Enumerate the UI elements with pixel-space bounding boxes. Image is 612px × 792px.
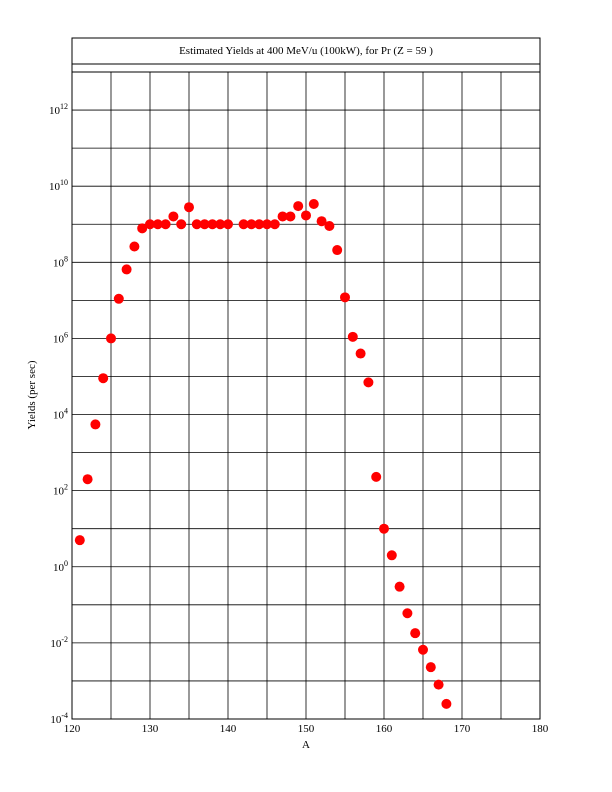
point (145, 219, 155, 230)
point (386, 550, 397, 561)
y-tick-exponent: 10 (60, 178, 68, 187)
x-axis-label: A (302, 739, 310, 751)
point (394, 581, 405, 592)
point (363, 377, 374, 388)
point (277, 211, 288, 222)
point (433, 679, 444, 690)
point (199, 219, 210, 230)
y-tick-base: 10 (53, 410, 65, 422)
point (332, 245, 343, 256)
y-tick-label: 108 (53, 254, 68, 269)
point (160, 219, 171, 230)
point (316, 216, 327, 227)
x-tick-label: 160 (376, 723, 393, 735)
x-tick-label: 130 (142, 723, 159, 735)
y-tick-label: 10-2 (50, 635, 68, 650)
point (238, 219, 249, 230)
y-axis-label: Yields (per sec) (26, 360, 38, 429)
point (207, 219, 218, 230)
y-tick-exponent: 0 (64, 559, 68, 568)
point (418, 644, 428, 655)
x-tick-label: 170 (454, 723, 471, 735)
point (262, 219, 272, 230)
y-tick-exponent: -2 (61, 635, 68, 644)
point (246, 219, 257, 230)
point (425, 662, 436, 673)
x-tick-label: 120 (64, 723, 81, 735)
y-tick-label: 102 (53, 483, 68, 498)
point (269, 219, 280, 230)
y-tick-label: 106 (53, 330, 68, 345)
point (191, 219, 202, 230)
y-tick-label: 1012 (49, 102, 68, 117)
point (223, 219, 233, 230)
y-tick-exponent: 8 (64, 254, 68, 263)
y-tick-base: 10 (50, 638, 62, 650)
y-tick-exponent: 2 (64, 483, 68, 492)
point (402, 608, 413, 619)
point (285, 211, 296, 222)
point (121, 264, 132, 275)
point (82, 474, 93, 485)
x-tick-label: 180 (532, 723, 549, 735)
x-tick-label: 140 (220, 723, 237, 735)
point (441, 698, 452, 709)
point (308, 199, 319, 210)
y-tick-base: 10 (49, 181, 61, 193)
point (254, 219, 265, 230)
x-tick-label: 150 (298, 723, 315, 735)
point (347, 331, 358, 342)
y-tick-base: 10 (49, 105, 61, 117)
point (215, 219, 226, 230)
y-tick-label: 104 (53, 407, 68, 422)
point (90, 419, 101, 430)
point (176, 219, 187, 230)
point (137, 223, 148, 234)
y-tick-exponent: 12 (60, 102, 68, 111)
y-tick-exponent: 6 (64, 330, 68, 339)
point (340, 292, 350, 303)
y-tick-base: 10 (53, 333, 65, 345)
point (184, 202, 194, 213)
point (293, 201, 304, 212)
point (152, 219, 163, 230)
point (168, 211, 179, 222)
y-tick-label: 10-4 (50, 711, 68, 726)
y-tick-label: 1010 (49, 178, 68, 193)
point (129, 241, 140, 252)
point (379, 523, 389, 534)
y-tick-exponent: 4 (64, 407, 68, 416)
chart-title: Estimated Yields at 400 MeV/u (100kW), f… (179, 45, 433, 57)
point (371, 471, 382, 482)
y-tick-base: 10 (53, 257, 65, 269)
point (113, 293, 124, 304)
point (106, 333, 116, 344)
point (98, 373, 109, 384)
y-tick-label: 100 (53, 559, 68, 574)
y-tick-base: 10 (53, 562, 65, 574)
point (410, 628, 421, 639)
y-tick-base: 10 (53, 486, 65, 498)
point (74, 535, 85, 546)
point (355, 348, 366, 359)
point (301, 210, 311, 221)
y-tick-base: 10 (50, 714, 62, 726)
point (324, 220, 335, 231)
y-tick-exponent: -4 (61, 711, 68, 720)
